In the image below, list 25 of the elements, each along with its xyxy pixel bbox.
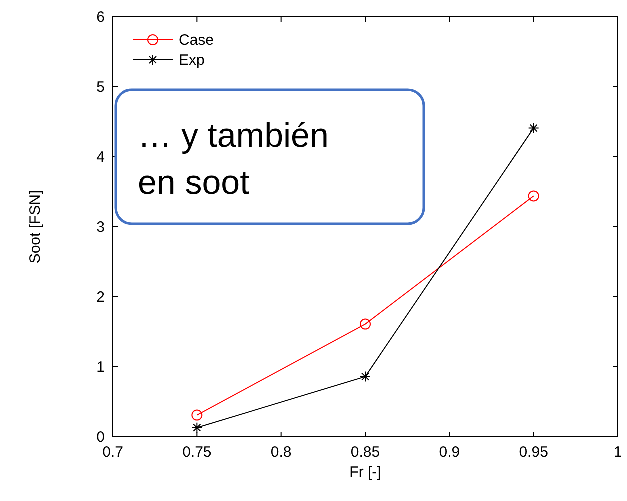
legend-label: Exp	[179, 52, 205, 69]
x-tick-label: 0.85	[350, 444, 380, 461]
y-tick-label: 6	[96, 9, 105, 26]
x-tick-label: 0.95	[519, 444, 548, 461]
point	[528, 122, 540, 134]
point	[192, 410, 203, 421]
y-tick-label: 0	[96, 429, 105, 446]
point	[360, 318, 371, 330]
x-axis-title: Fr [-]	[350, 464, 382, 481]
legend-label: Case	[179, 32, 214, 49]
x-tick-label: 0.75	[182, 444, 212, 461]
point	[360, 371, 371, 382]
x-tick-label: 1	[614, 444, 622, 461]
x-tick-label: 0.8	[270, 444, 292, 461]
point	[528, 190, 540, 202]
x-tick-label: 0.7	[102, 444, 124, 461]
y-tick-label: 1	[96, 359, 105, 376]
x-tick-label: 0.9	[439, 444, 460, 461]
y-tick-label: 5	[96, 79, 105, 96]
y-tick-label: 2	[96, 289, 105, 306]
point	[192, 422, 203, 434]
y-tick-label: 3	[96, 219, 105, 236]
y-axis-title: Soot [FSN]	[27, 190, 44, 264]
y-tick-label: 4	[96, 149, 105, 166]
annotation: … y también en soot	[138, 117, 329, 202]
